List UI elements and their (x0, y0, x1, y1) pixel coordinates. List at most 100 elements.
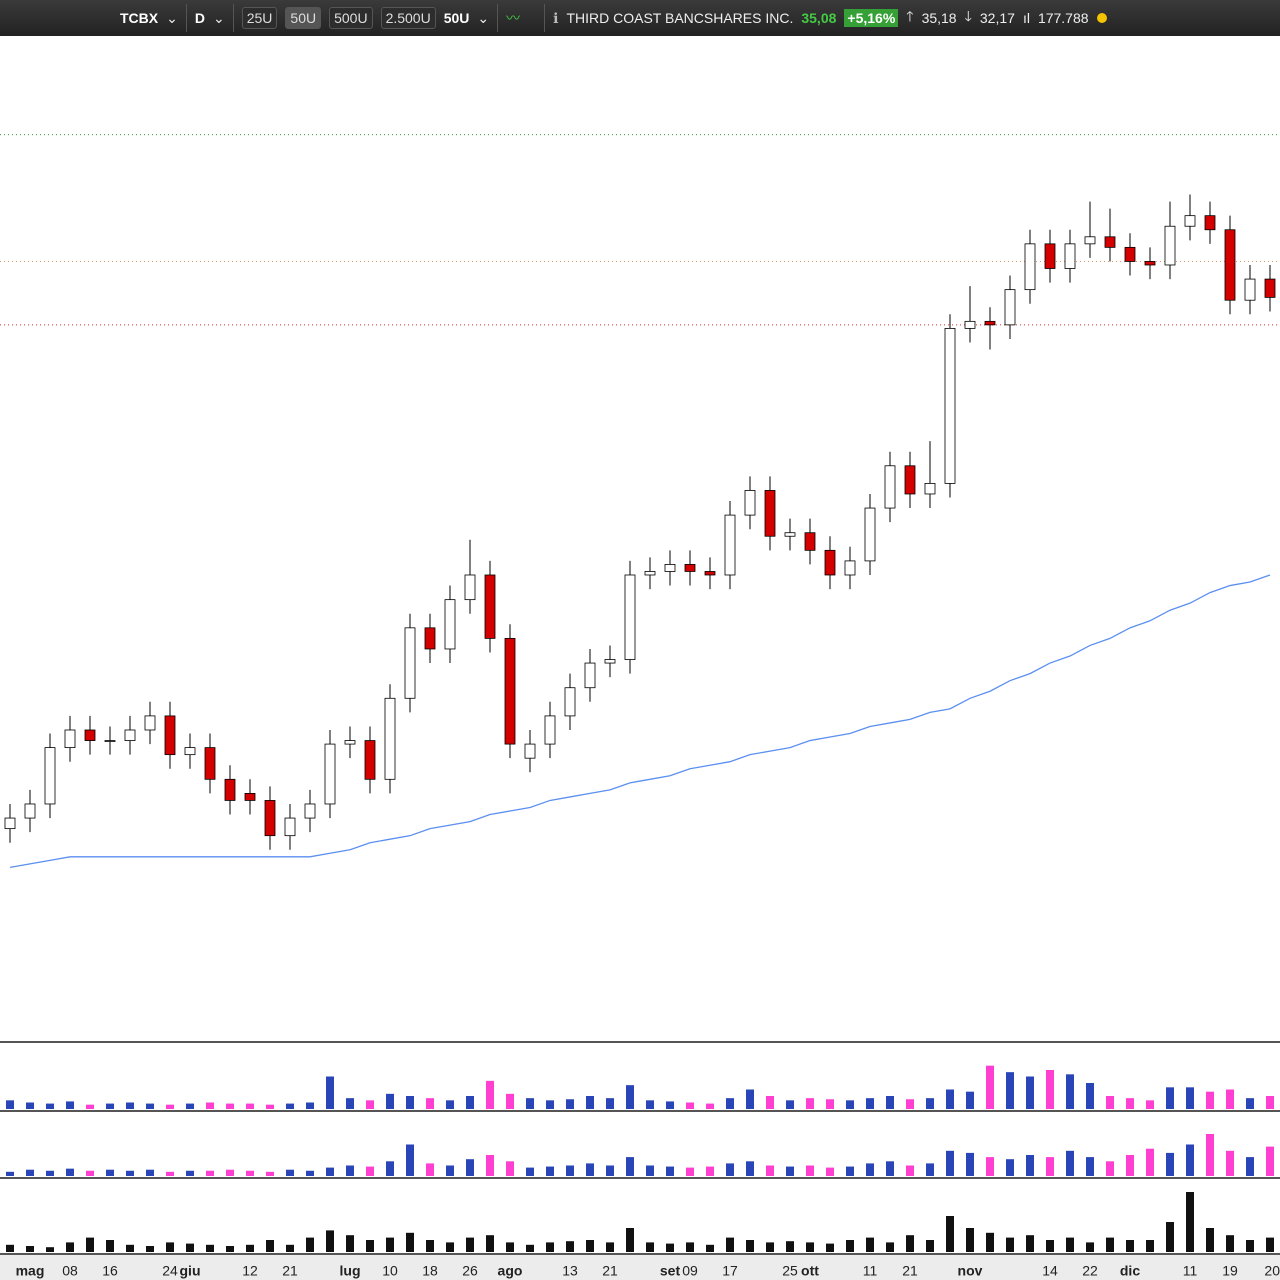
candle-body (124, 729, 136, 741)
candle-body (1084, 236, 1096, 245)
zoom-button[interactable]: 25U (241, 7, 278, 29)
indicator-icon[interactable]: 〰 (506, 10, 521, 26)
volume-bar (1046, 1070, 1054, 1109)
candle-body (244, 793, 256, 801)
candle-body (344, 740, 356, 745)
chart: mag 08 16 24 giu 12 21 lug 10 18 26 ago 13 21 set 09 17 2… (0, 134, 1280, 1280)
x-tick-label: ott (801, 1263, 819, 1279)
volume-bar (666, 1243, 674, 1252)
volume-bar (606, 1098, 614, 1109)
volume-bar (806, 1242, 814, 1252)
volume-bar (106, 1169, 114, 1176)
candle-body (1064, 243, 1076, 269)
volume-bar (286, 1244, 294, 1252)
volume-bar (1126, 1155, 1134, 1176)
volume-bar (206, 1102, 214, 1109)
x-tick-label: 21 (902, 1263, 918, 1279)
volume-bar (806, 1165, 814, 1176)
volume-bar (206, 1170, 214, 1176)
volume-bar (126, 1102, 134, 1109)
volume-bar (486, 1235, 494, 1252)
volume-bar (1126, 1098, 1134, 1109)
volume-bar (526, 1244, 534, 1252)
volume-bar (1226, 1089, 1234, 1109)
volume-bar (286, 1169, 294, 1176)
zoom-button[interactable]: 50U (285, 7, 322, 29)
volume-bar (1066, 1237, 1074, 1252)
volume-bar (566, 1241, 574, 1252)
volume-bar (1226, 1150, 1234, 1176)
volume-bar (106, 1103, 114, 1109)
down-arrow: 🡓 (964, 8, 972, 24)
candle-body (324, 743, 336, 805)
x-tick-label: 24 (162, 1263, 178, 1279)
volume-bar (926, 1163, 934, 1176)
volume-bar (246, 1103, 254, 1109)
candle-body (264, 800, 276, 837)
volume-bar (1246, 1240, 1254, 1252)
volume-bar (1166, 1222, 1174, 1252)
volume-bar (146, 1169, 154, 1176)
candle-body (604, 659, 616, 664)
candle-body (984, 320, 996, 326)
volume-bar (506, 1242, 514, 1252)
zoom-button[interactable]: 500U (329, 7, 373, 29)
candle-body (44, 747, 56, 805)
x-tick-label: 17 (722, 1263, 738, 1279)
volume-bar (646, 1100, 654, 1109)
volume-bar (906, 1099, 914, 1109)
volume-bar (1086, 1242, 1094, 1252)
candle-body (704, 571, 716, 576)
volume-bar (566, 1099, 574, 1109)
dropdown: ⌄ (166, 9, 178, 26)
day-low: 32,17 (979, 10, 1015, 26)
candle-body (184, 747, 196, 756)
volume-bar (26, 1246, 34, 1252)
candle-body (1184, 215, 1196, 227)
separator (544, 4, 546, 32)
volume-bar (1206, 1134, 1214, 1176)
volume-bar (546, 1100, 554, 1109)
volume-bar (226, 1169, 234, 1176)
volume-bar (26, 1169, 34, 1176)
candle-body (1264, 278, 1276, 298)
volume-bar (826, 1099, 834, 1109)
volume-bar (186, 1103, 194, 1109)
volume-bar (166, 1171, 174, 1176)
volume-bar (426, 1098, 434, 1109)
candle-body (664, 564, 676, 572)
symbol[interactable]: TCBX (120, 10, 159, 26)
candle-body (524, 743, 536, 759)
volume-bar (1186, 1192, 1194, 1252)
volume-bar (1006, 1237, 1014, 1252)
volume-bar (86, 1104, 94, 1109)
volume-bar (546, 1166, 554, 1176)
candle-body (104, 740, 116, 742)
volume-bar (286, 1103, 294, 1109)
volume-bar (1206, 1228, 1214, 1252)
candle-body (564, 687, 576, 717)
volume-bar (126, 1170, 134, 1176)
volume-bar (226, 1246, 234, 1252)
volume-bar (1166, 1152, 1174, 1176)
x-tick-label: 16 (102, 1263, 118, 1279)
x-tick-label: set (660, 1263, 681, 1279)
zoom-button[interactable]: 2.500U (380, 7, 436, 29)
info-icon[interactable]: ℹ (553, 9, 559, 26)
volume-bar (406, 1232, 414, 1252)
candle-body (624, 574, 636, 660)
volume-bar (306, 1102, 314, 1109)
candle-body (804, 532, 816, 551)
volume-bar (186, 1170, 194, 1176)
period[interactable]: D (194, 10, 205, 26)
candle-body (764, 490, 776, 537)
x-tick-label: mag (16, 1263, 45, 1279)
candle-body (1124, 246, 1136, 262)
volume-bar (366, 1166, 374, 1176)
zoom-select[interactable]: 50U (443, 10, 470, 26)
x-tick-label: nov (958, 1263, 983, 1279)
candle-body (464, 574, 476, 601)
candle-body (444, 599, 456, 650)
x-tick-label: 21 (282, 1263, 298, 1279)
volume-bar (606, 1165, 614, 1176)
